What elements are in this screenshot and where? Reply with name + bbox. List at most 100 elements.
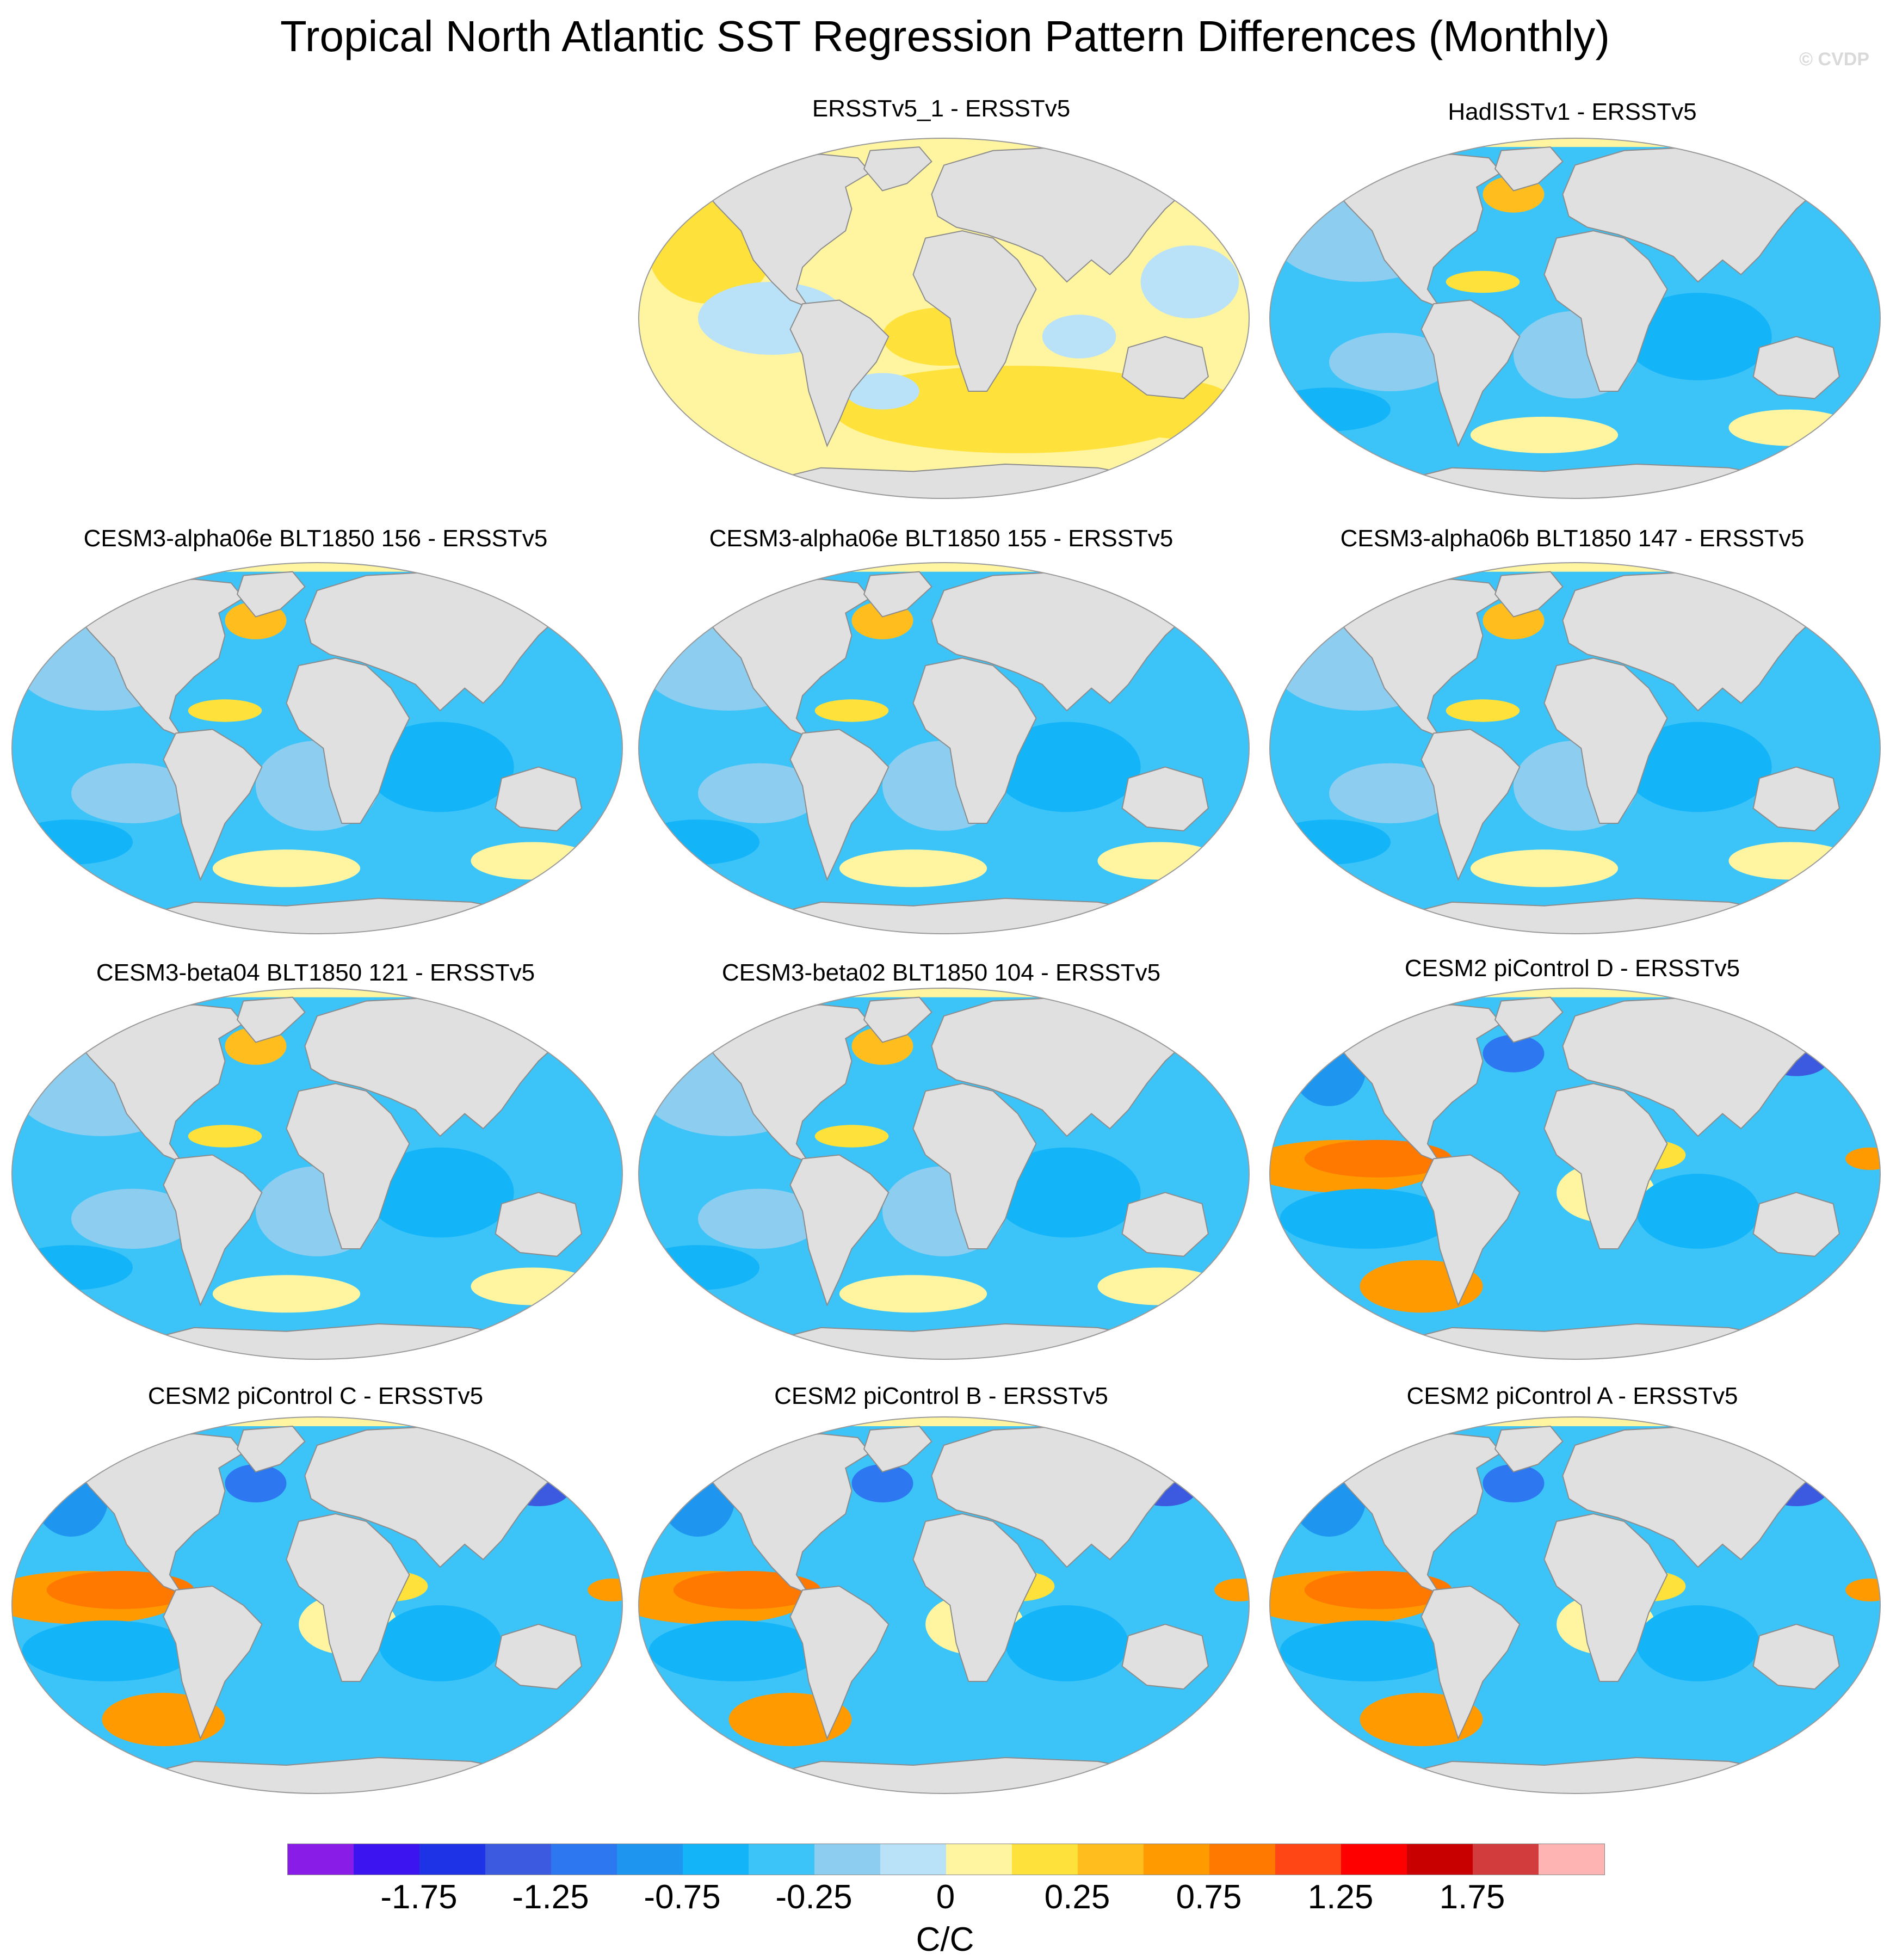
anomaly-region: [588, 1579, 622, 1601]
landmass: [1543, 1083, 1668, 1249]
landmass: [1420, 1154, 1521, 1307]
landmass: [70, 1433, 244, 1595]
colorbar-swatch: [1209, 1844, 1275, 1875]
colorbar-tick-label: -0.25: [775, 1878, 853, 1916]
map-border: [638, 138, 1250, 499]
anomaly-region: [1280, 1188, 1452, 1249]
landmass: [1752, 1192, 1840, 1257]
colorbar-tick-label: -1.75: [380, 1878, 458, 1916]
colorbar-tick-label: 1.75: [1439, 1878, 1505, 1916]
landmass: [697, 1004, 871, 1164]
landmass: [912, 1513, 1037, 1682]
landmass: [1420, 729, 1521, 882]
colorbar-swatch: [814, 1844, 880, 1875]
landmass: [70, 578, 244, 738]
landmass: [1376, 1323, 1811, 1359]
colorbar-swatch: [1012, 1844, 1078, 1875]
panel-title: CESM2 piControl C - ERSSTv5: [147, 1383, 484, 1409]
landmass: [119, 897, 553, 934]
map-border: [638, 562, 1250, 934]
landmass: [912, 657, 1037, 824]
anomaly-region: [22, 1620, 194, 1681]
anomaly-region: [1483, 1034, 1545, 1073]
anomaly-region: [366, 1147, 514, 1238]
anomaly-region: [1446, 699, 1520, 722]
colorbar-tick-label: 0: [936, 1878, 955, 1916]
landmass: [912, 230, 1037, 392]
landmass: [1494, 1425, 1564, 1473]
panel-title: ERSSTv5_1 - ERSSTv5: [812, 95, 1071, 122]
colorbar-tick-label: 1.25: [1307, 1878, 1374, 1916]
landmass: [789, 299, 890, 448]
map-border: [1269, 1416, 1881, 1794]
panel-title: CESM3-beta02 BLT1850 104 - ERSSTv5: [721, 959, 1161, 986]
anomaly-region: [225, 1464, 287, 1502]
landmass: [1752, 336, 1840, 399]
landmass: [1121, 336, 1209, 399]
anomaly-region: [71, 763, 194, 823]
landmass: [1494, 571, 1564, 618]
map-panel: [638, 562, 1250, 934]
map-panel: [1269, 138, 1881, 499]
anomaly-region: [833, 366, 1202, 453]
landmass: [119, 1756, 553, 1793]
colorbar-swatch: [1473, 1844, 1539, 1875]
anomaly-region: [1624, 722, 1772, 812]
landmass: [236, 1425, 306, 1473]
colorbar-swatch: [1078, 1844, 1144, 1875]
anomaly-region: [188, 1125, 262, 1148]
landmass: [1376, 1756, 1811, 1793]
landmass: [495, 1192, 582, 1257]
landmass: [1328, 578, 1502, 738]
landmass: [1752, 766, 1840, 831]
landmass: [119, 1323, 553, 1359]
landmass: [286, 657, 410, 824]
landmass: [697, 153, 871, 309]
panel-title: CESM3-alpha06e BLT1850 156 - ERSSTv5: [83, 525, 548, 552]
anomaly-region: [1214, 1579, 1249, 1601]
panel-title: HadISSTv1 - ERSSTv5: [1448, 98, 1697, 125]
map-panel: [1269, 562, 1881, 934]
landmass: [745, 1323, 1179, 1359]
landmass: [697, 1433, 871, 1595]
anomaly-region: [814, 699, 889, 722]
landmass: [163, 1154, 263, 1307]
anomaly-region: [1470, 416, 1619, 453]
panel-title: CESM2 piControl A - ERSSTv5: [1406, 1383, 1738, 1409]
map-panel: [11, 988, 623, 1360]
anomaly-region: [71, 1188, 194, 1249]
map-border: [11, 562, 623, 934]
colorbar-swatch: [354, 1844, 419, 1875]
map-panel: [638, 988, 1250, 1360]
anomaly-region: [839, 1275, 987, 1313]
landmass: [863, 996, 932, 1043]
panel-title: CESM3-alpha06b BLT1850 147 - ERSSTv5: [1340, 525, 1805, 552]
map-panel: [1269, 1416, 1881, 1794]
colorbar-swatch: [485, 1844, 551, 1875]
landmass: [745, 463, 1179, 498]
map-border: [638, 988, 1250, 1360]
landmass: [789, 729, 890, 882]
anomaly-region: [1042, 315, 1116, 359]
landmass: [163, 729, 263, 882]
map-border: [1269, 988, 1881, 1360]
landmass: [863, 146, 932, 192]
anomaly-region: [661, 1460, 735, 1537]
landmass: [1752, 1623, 1840, 1690]
anomaly-region: [1446, 270, 1520, 293]
landmass: [1494, 146, 1564, 192]
landmass: [697, 578, 871, 738]
landmass: [1328, 153, 1502, 309]
landmass: [1420, 299, 1521, 448]
landmass: [789, 1154, 890, 1307]
colorbar-swatch: [880, 1844, 946, 1875]
map-panel: [638, 1416, 1250, 1794]
anomaly-region: [993, 722, 1141, 812]
colorbar-swatch: [683, 1844, 749, 1875]
landmass: [163, 1585, 263, 1740]
figure-title: Tropical North Atlantic SST Regression P…: [280, 12, 1610, 60]
anomaly-region: [212, 849, 361, 887]
landmass: [1543, 657, 1668, 824]
map-border: [1269, 562, 1881, 934]
anomaly-region: [839, 849, 987, 887]
